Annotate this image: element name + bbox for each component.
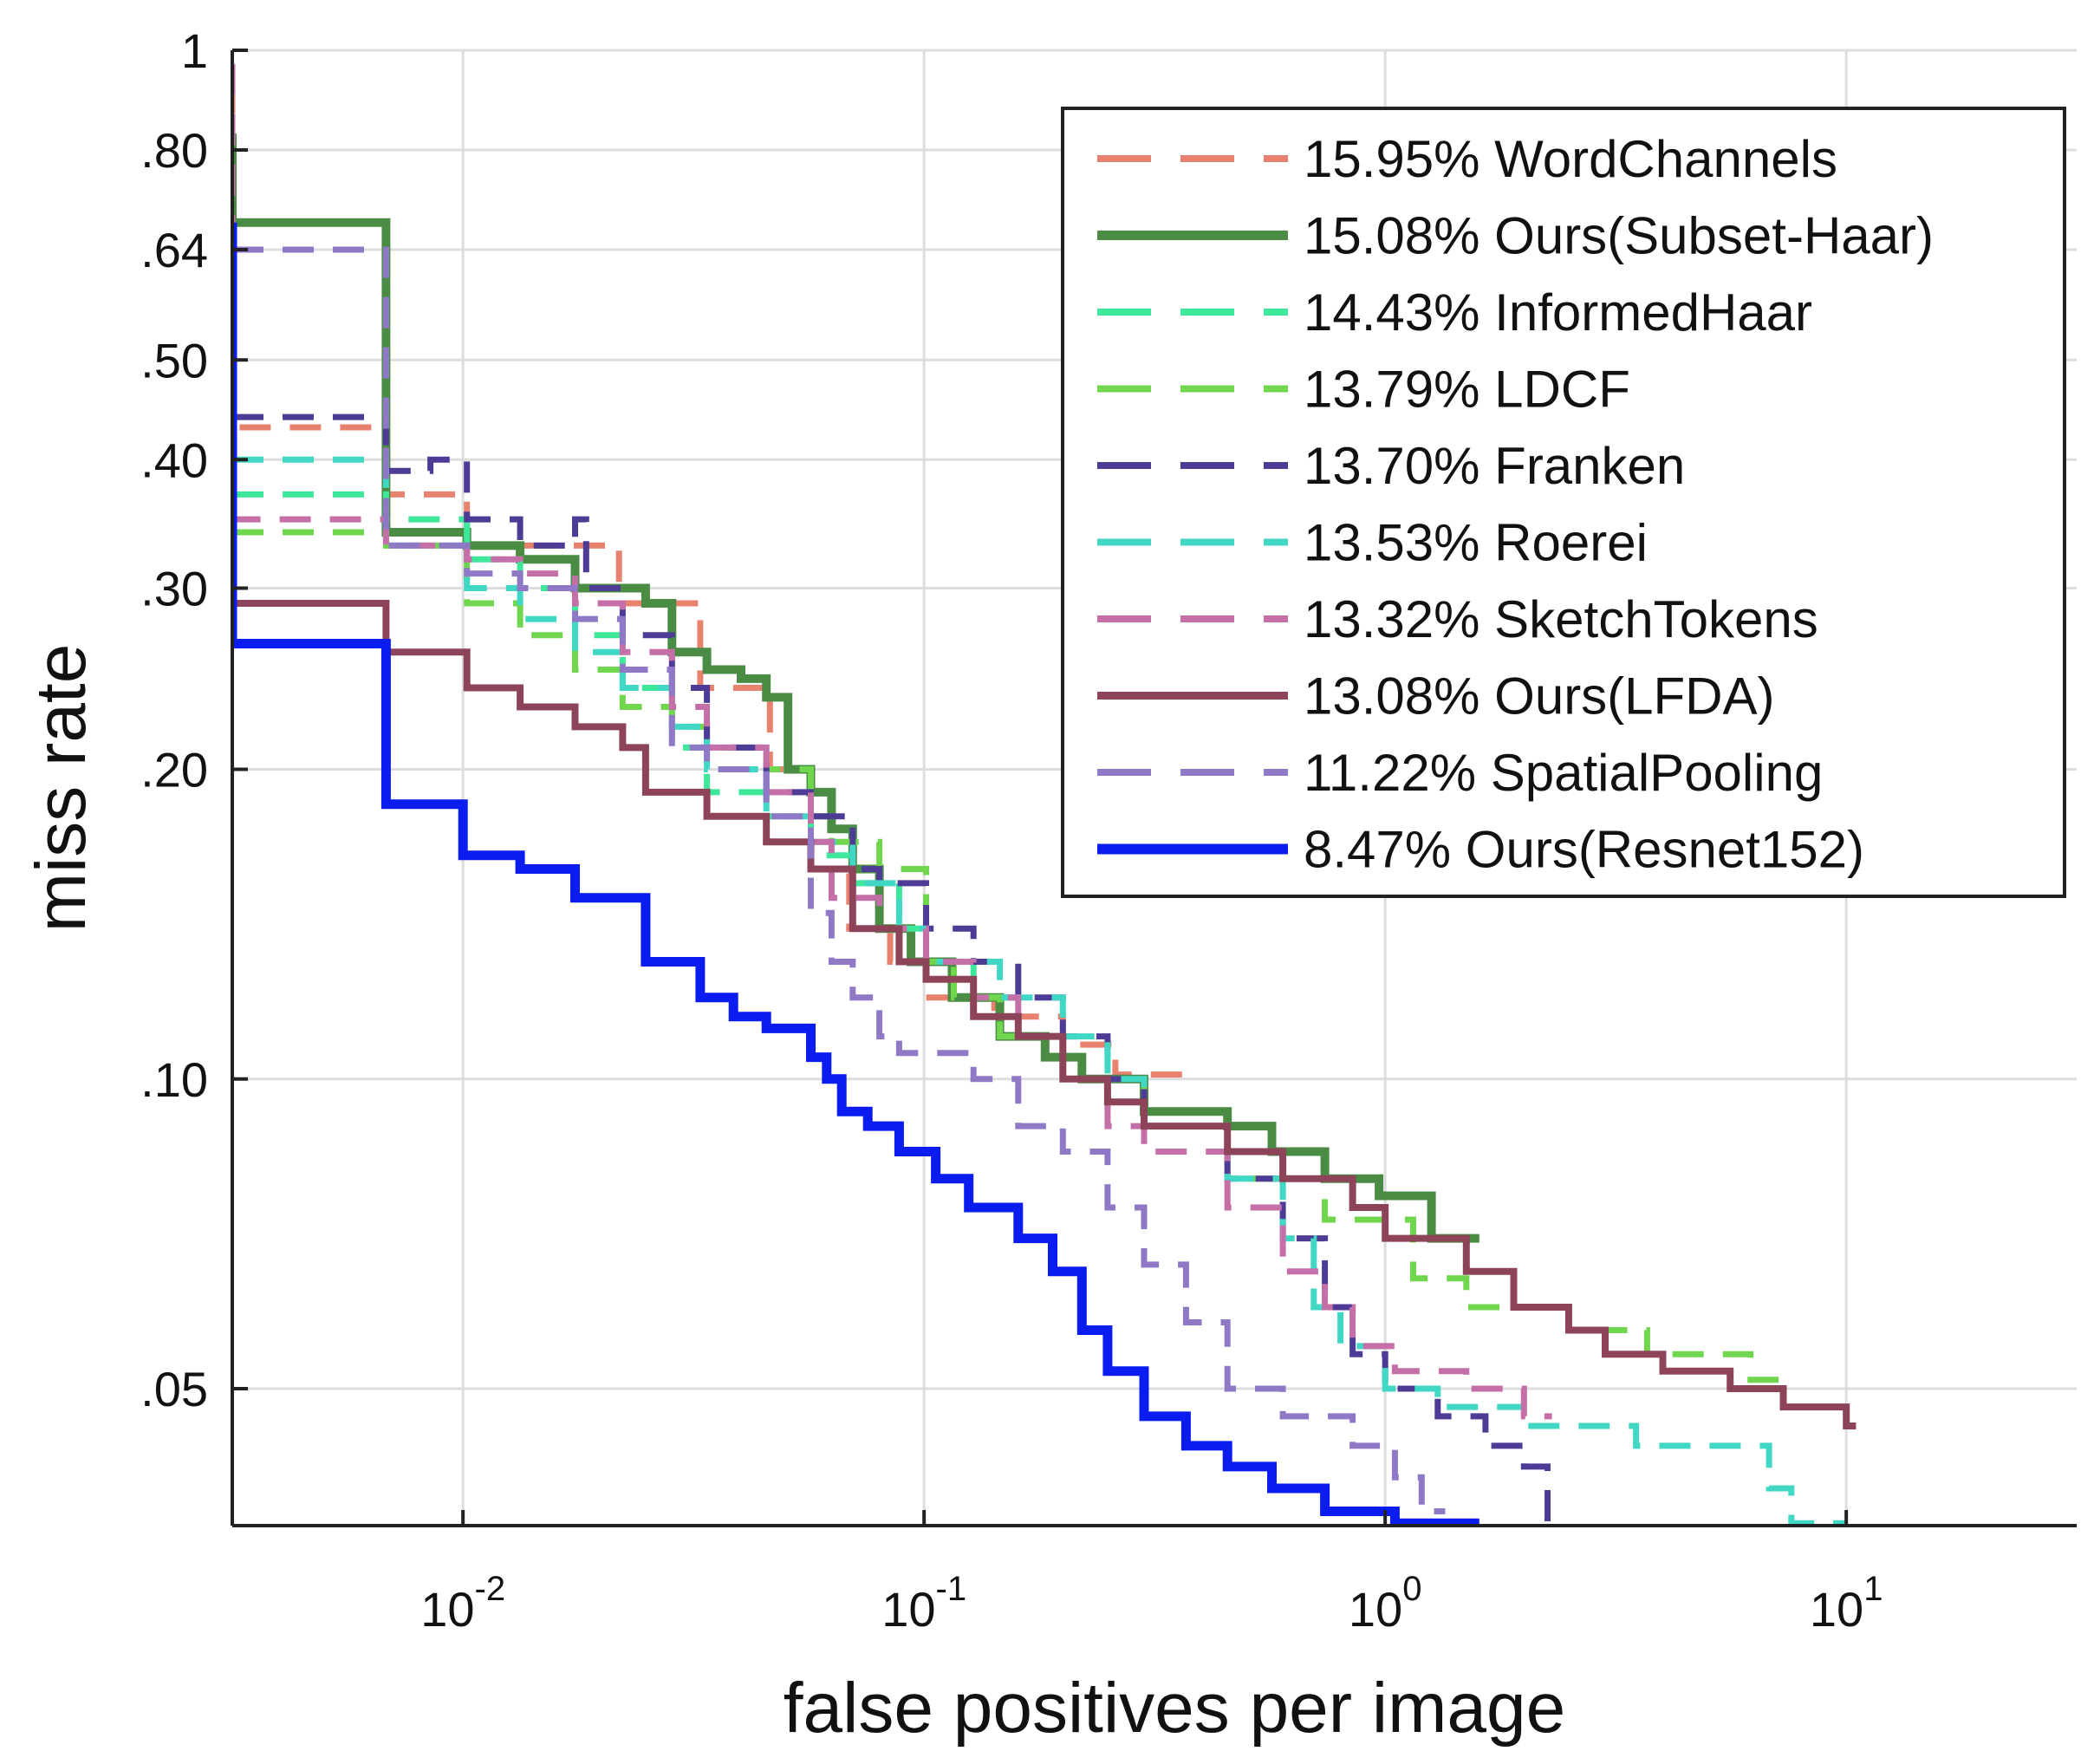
y-tick-label: .40 [140,433,208,487]
legend-label-10: 8.47% Ours(Resnet152) [1304,821,1864,879]
series-line-7 [232,63,1552,1420]
y-tick-label: .50 [140,333,208,387]
legend-label-9: 11.22% SpatialPooling [1304,744,1823,802]
legend-label-8: 13.08% Ours(LFDA) [1304,667,1775,726]
x-tick-label: 10-1 [881,1570,966,1637]
x-tick-label: 101 [1810,1570,1883,1637]
legend-label-6: 13.53% Roerei [1304,514,1648,572]
legend-label-2: 15.08% Ours(Subset-Haar) [1304,207,1934,265]
series-line-6 [232,456,1847,1526]
series-layer [232,63,1857,1526]
legend-label-1: 15.95% WordChannels [1304,130,1837,188]
y-tick-label: .80 [140,123,208,178]
legend-label-7: 13.32% SketchTokens [1304,590,1818,648]
tick-labels: 1 .80 .64 .50 .40 .30 .20 .10 .05 10-2 10-1 100 101 [140,23,1883,1637]
y-axis-label: miss rate [22,644,101,933]
series-line-10 [232,222,1479,1526]
y-tick-label: 1 [181,23,208,78]
x-tick-label: 10-2 [420,1570,505,1637]
legend-label-4: 13.79% LDCF [1304,361,1630,419]
y-tick-label: .20 [140,743,208,797]
axes [231,49,2077,1527]
series-line-8 [232,600,1857,1429]
legend-label-5: 13.70% Franken [1304,437,1685,495]
legend: 15.95% WordChannels 15.08% Ours(Subset-Ha… [1061,107,2066,898]
y-tick-label: .30 [140,562,208,616]
y-tick-label: .64 [140,223,208,277]
x-axis-label: false positives per image [784,1669,1565,1748]
legend-label-3: 14.43% InformedHaar [1304,283,1812,342]
y-tick-label: .10 [140,1052,208,1107]
series-line-9 [232,246,1446,1514]
y-tick-label: .05 [140,1362,208,1416]
x-tick-label: 100 [1349,1570,1422,1637]
